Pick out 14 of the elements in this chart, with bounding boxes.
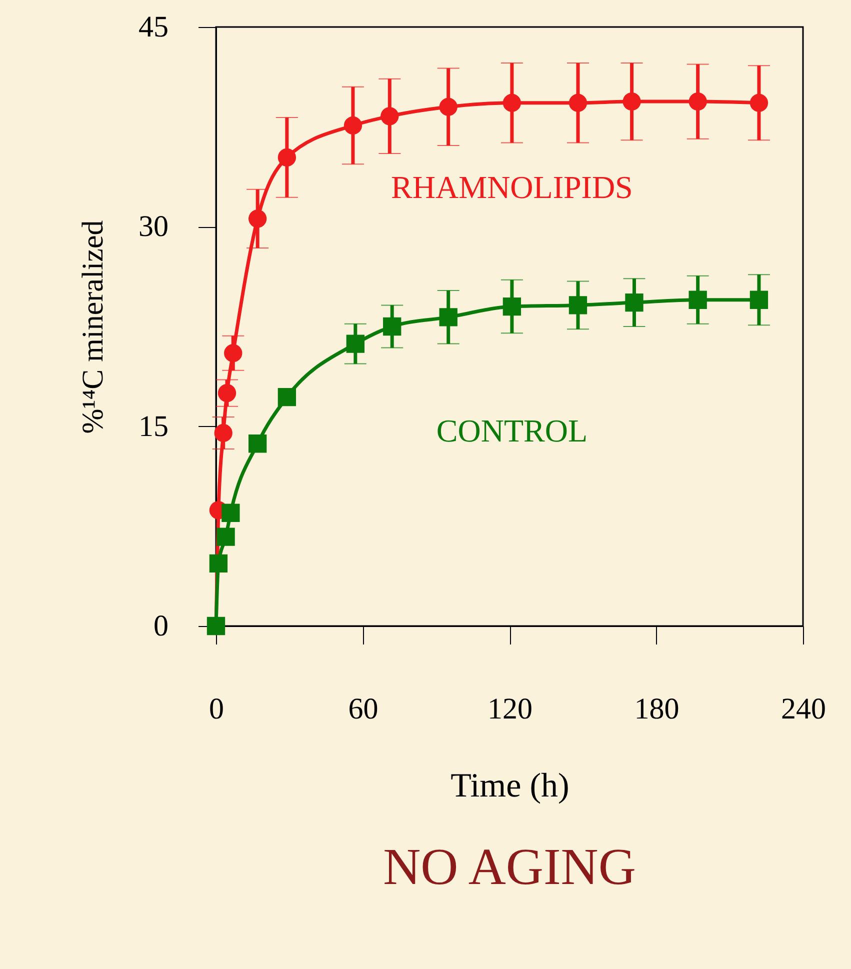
series-label: RHAMNOLIPIDS (391, 168, 633, 205)
y-tick-label: 30 (138, 210, 168, 244)
x-tick-label: 120 (488, 692, 532, 726)
x-tick-label: 60 (348, 692, 378, 726)
x-axis-title: Time (h) (450, 768, 570, 804)
text: NO AGING (383, 839, 636, 896)
y-tick-label: 15 (138, 410, 168, 443)
x-tick-label: 180 (634, 692, 680, 726)
y-axis-title: %¹⁴C mineralized (76, 220, 110, 434)
text: CONTROL (436, 412, 588, 449)
y-tick-label: 45 (138, 10, 168, 44)
x-tick-label: 0 (209, 692, 224, 726)
y-tick-label: 0 (154, 610, 168, 642)
x-tick-label: 240 (781, 692, 826, 726)
